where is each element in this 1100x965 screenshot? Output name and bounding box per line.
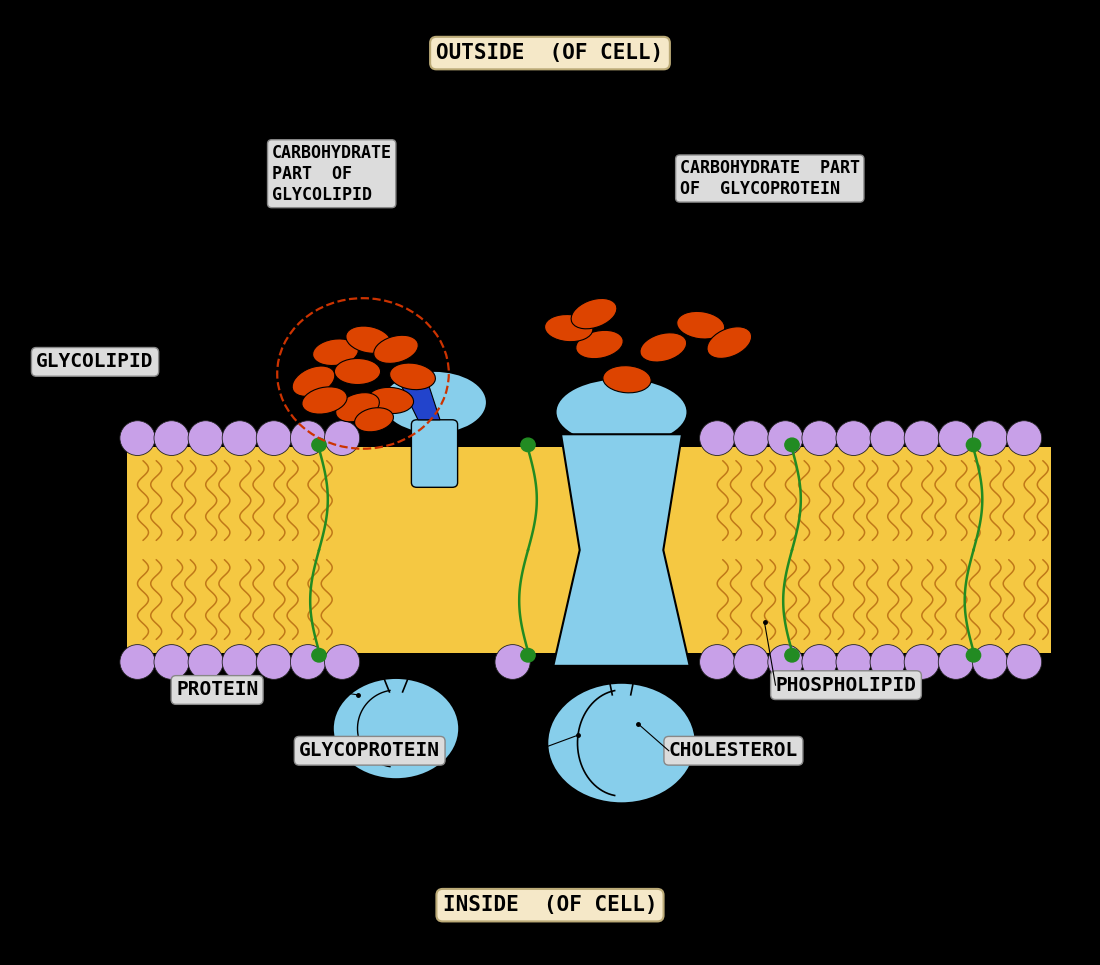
Ellipse shape xyxy=(802,645,837,679)
Ellipse shape xyxy=(312,438,326,452)
Ellipse shape xyxy=(640,333,686,362)
Ellipse shape xyxy=(938,421,974,455)
Ellipse shape xyxy=(332,677,460,780)
Ellipse shape xyxy=(870,645,905,679)
Ellipse shape xyxy=(301,387,348,414)
Ellipse shape xyxy=(904,421,939,455)
Ellipse shape xyxy=(154,421,189,455)
Text: GLYCOPROTEIN: GLYCOPROTEIN xyxy=(299,741,440,760)
Ellipse shape xyxy=(734,421,769,455)
Ellipse shape xyxy=(802,421,837,455)
Text: PHOSPHOLIPID: PHOSPHOLIPID xyxy=(776,676,916,695)
Ellipse shape xyxy=(972,421,1008,455)
Ellipse shape xyxy=(556,378,688,446)
Ellipse shape xyxy=(312,648,326,662)
Ellipse shape xyxy=(676,312,725,339)
Ellipse shape xyxy=(345,326,392,353)
Ellipse shape xyxy=(547,683,695,803)
Text: CARBOHYDRATE
PART  OF
GLYCOLIPID: CARBOHYDRATE PART OF GLYCOLIPID xyxy=(272,144,392,204)
Ellipse shape xyxy=(324,421,360,455)
Polygon shape xyxy=(553,434,690,666)
Text: CHOLESTEROL: CHOLESTEROL xyxy=(669,741,798,760)
Ellipse shape xyxy=(836,421,871,455)
Ellipse shape xyxy=(154,645,189,679)
Ellipse shape xyxy=(1006,421,1042,455)
Text: OUTSIDE  (OF CELL): OUTSIDE (OF CELL) xyxy=(437,43,663,63)
Ellipse shape xyxy=(700,645,735,679)
Ellipse shape xyxy=(374,335,418,364)
Text: INSIDE  (OF CELL): INSIDE (OF CELL) xyxy=(442,896,658,915)
Ellipse shape xyxy=(389,363,436,390)
Ellipse shape xyxy=(336,393,380,422)
Text: GLYCOLIPID: GLYCOLIPID xyxy=(36,352,154,372)
Ellipse shape xyxy=(707,327,751,358)
Ellipse shape xyxy=(120,645,155,679)
Ellipse shape xyxy=(734,645,769,679)
Ellipse shape xyxy=(188,421,223,455)
Ellipse shape xyxy=(521,648,535,662)
Ellipse shape xyxy=(966,648,981,662)
Ellipse shape xyxy=(1006,645,1042,679)
Ellipse shape xyxy=(495,645,530,679)
Ellipse shape xyxy=(836,645,871,679)
Ellipse shape xyxy=(700,421,735,455)
Ellipse shape xyxy=(324,645,360,679)
Ellipse shape xyxy=(784,648,799,662)
Ellipse shape xyxy=(603,366,651,393)
Ellipse shape xyxy=(222,645,257,679)
Ellipse shape xyxy=(120,421,155,455)
Ellipse shape xyxy=(938,645,974,679)
Ellipse shape xyxy=(870,421,905,455)
Ellipse shape xyxy=(222,421,257,455)
Text: PROTEIN: PROTEIN xyxy=(176,680,258,700)
Ellipse shape xyxy=(290,421,326,455)
Ellipse shape xyxy=(367,387,414,414)
Ellipse shape xyxy=(966,438,981,452)
Ellipse shape xyxy=(354,408,394,431)
Ellipse shape xyxy=(784,438,799,452)
Ellipse shape xyxy=(575,330,624,359)
Ellipse shape xyxy=(544,315,593,342)
Bar xyxy=(126,447,1050,653)
Ellipse shape xyxy=(256,421,292,455)
Ellipse shape xyxy=(334,358,381,385)
Ellipse shape xyxy=(972,645,1008,679)
Ellipse shape xyxy=(904,645,939,679)
Ellipse shape xyxy=(293,366,334,397)
Ellipse shape xyxy=(290,645,326,679)
Polygon shape xyxy=(402,386,440,420)
Text: CARBOHYDRATE  PART
OF  GLYCOPROTEIN: CARBOHYDRATE PART OF GLYCOPROTEIN xyxy=(680,159,860,198)
Ellipse shape xyxy=(521,438,535,452)
Ellipse shape xyxy=(768,645,803,679)
Ellipse shape xyxy=(768,421,803,455)
Ellipse shape xyxy=(256,645,292,679)
Ellipse shape xyxy=(188,645,223,679)
FancyBboxPatch shape xyxy=(411,420,458,487)
Ellipse shape xyxy=(571,298,617,329)
Ellipse shape xyxy=(383,372,486,433)
Ellipse shape xyxy=(312,339,359,366)
